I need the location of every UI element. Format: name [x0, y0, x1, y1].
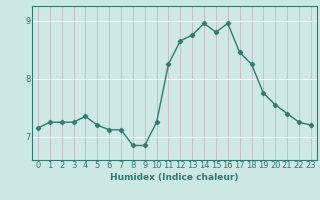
- X-axis label: Humidex (Indice chaleur): Humidex (Indice chaleur): [110, 173, 239, 182]
